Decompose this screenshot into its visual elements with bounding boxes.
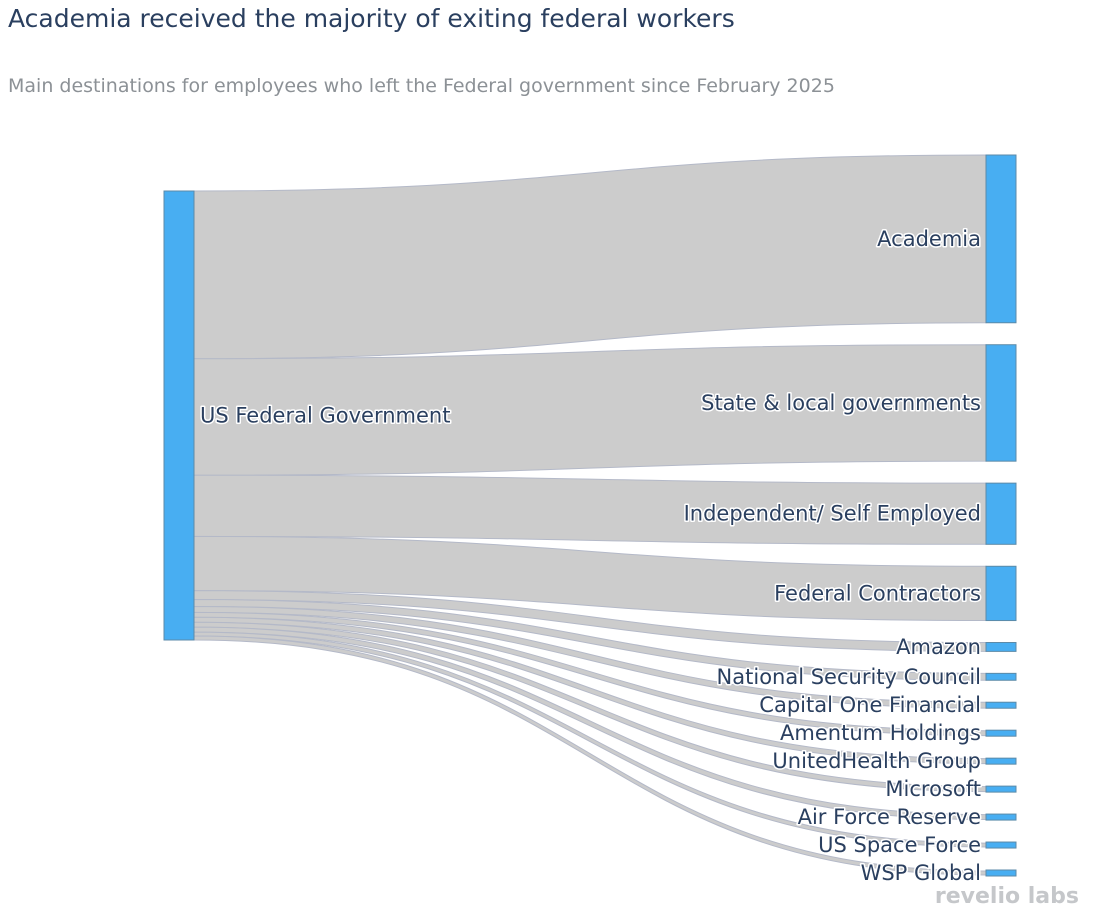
node-label-amentum-holdings: Amentum Holdings — [780, 721, 981, 745]
revelio-labs-logo: revelio labs — [934, 884, 1079, 909]
node-label-independent-self-employed: Independent/ Self Employed — [684, 502, 981, 526]
node-capital-one-financial — [985, 701, 1017, 709]
node-label-us-federal-government: US Federal Government — [200, 404, 450, 428]
node-state-local-governments — [985, 344, 1017, 462]
chart-subtitle: Main destinations for employees who left… — [8, 75, 835, 97]
node-label-amazon: Amazon — [896, 635, 981, 659]
node-air-force-reserve — [985, 813, 1017, 821]
node-label-air-force-reserve: Air Force Reserve — [798, 805, 981, 829]
node-us-space-force — [985, 841, 1017, 849]
node-federal-contractors — [985, 565, 1017, 622]
node-label-state-local-governments: State & local governments — [701, 391, 981, 415]
node-label-us-space-force: US Space Force — [818, 833, 981, 857]
node-label-unitedhealth-group: UnitedHealth Group — [772, 749, 981, 773]
sankey-labels: Academia State & local governments Indepen… — [199, 225, 983, 886]
node-label-capital-one-financial: Capital One Financial — [759, 693, 981, 717]
node-national-security-council — [985, 672, 1017, 681]
node-academia — [985, 154, 1017, 324]
node-label-academia: Academia — [877, 227, 981, 251]
chart-title: Academia received the majority of exitin… — [8, 4, 735, 33]
link-academia — [193, 154, 987, 360]
node-wsp-global — [985, 869, 1017, 877]
node-independent-self-employed — [985, 482, 1017, 545]
node-amazon — [985, 642, 1017, 652]
node-label-national-security-council: National Security Council — [717, 665, 981, 689]
node-label-federal-contractors: Federal Contractors — [774, 581, 981, 605]
node-unitedhealth-group — [985, 757, 1017, 765]
node-us-federal-government — [163, 190, 195, 641]
node-microsoft — [985, 785, 1017, 793]
node-label-microsoft: Microsoft — [885, 777, 981, 801]
sankey-links — [193, 154, 987, 876]
node-amentum-holdings — [985, 729, 1017, 737]
node-label-wsp-global: WSP Global — [861, 861, 981, 885]
sankey-nodes — [163, 154, 1017, 877]
